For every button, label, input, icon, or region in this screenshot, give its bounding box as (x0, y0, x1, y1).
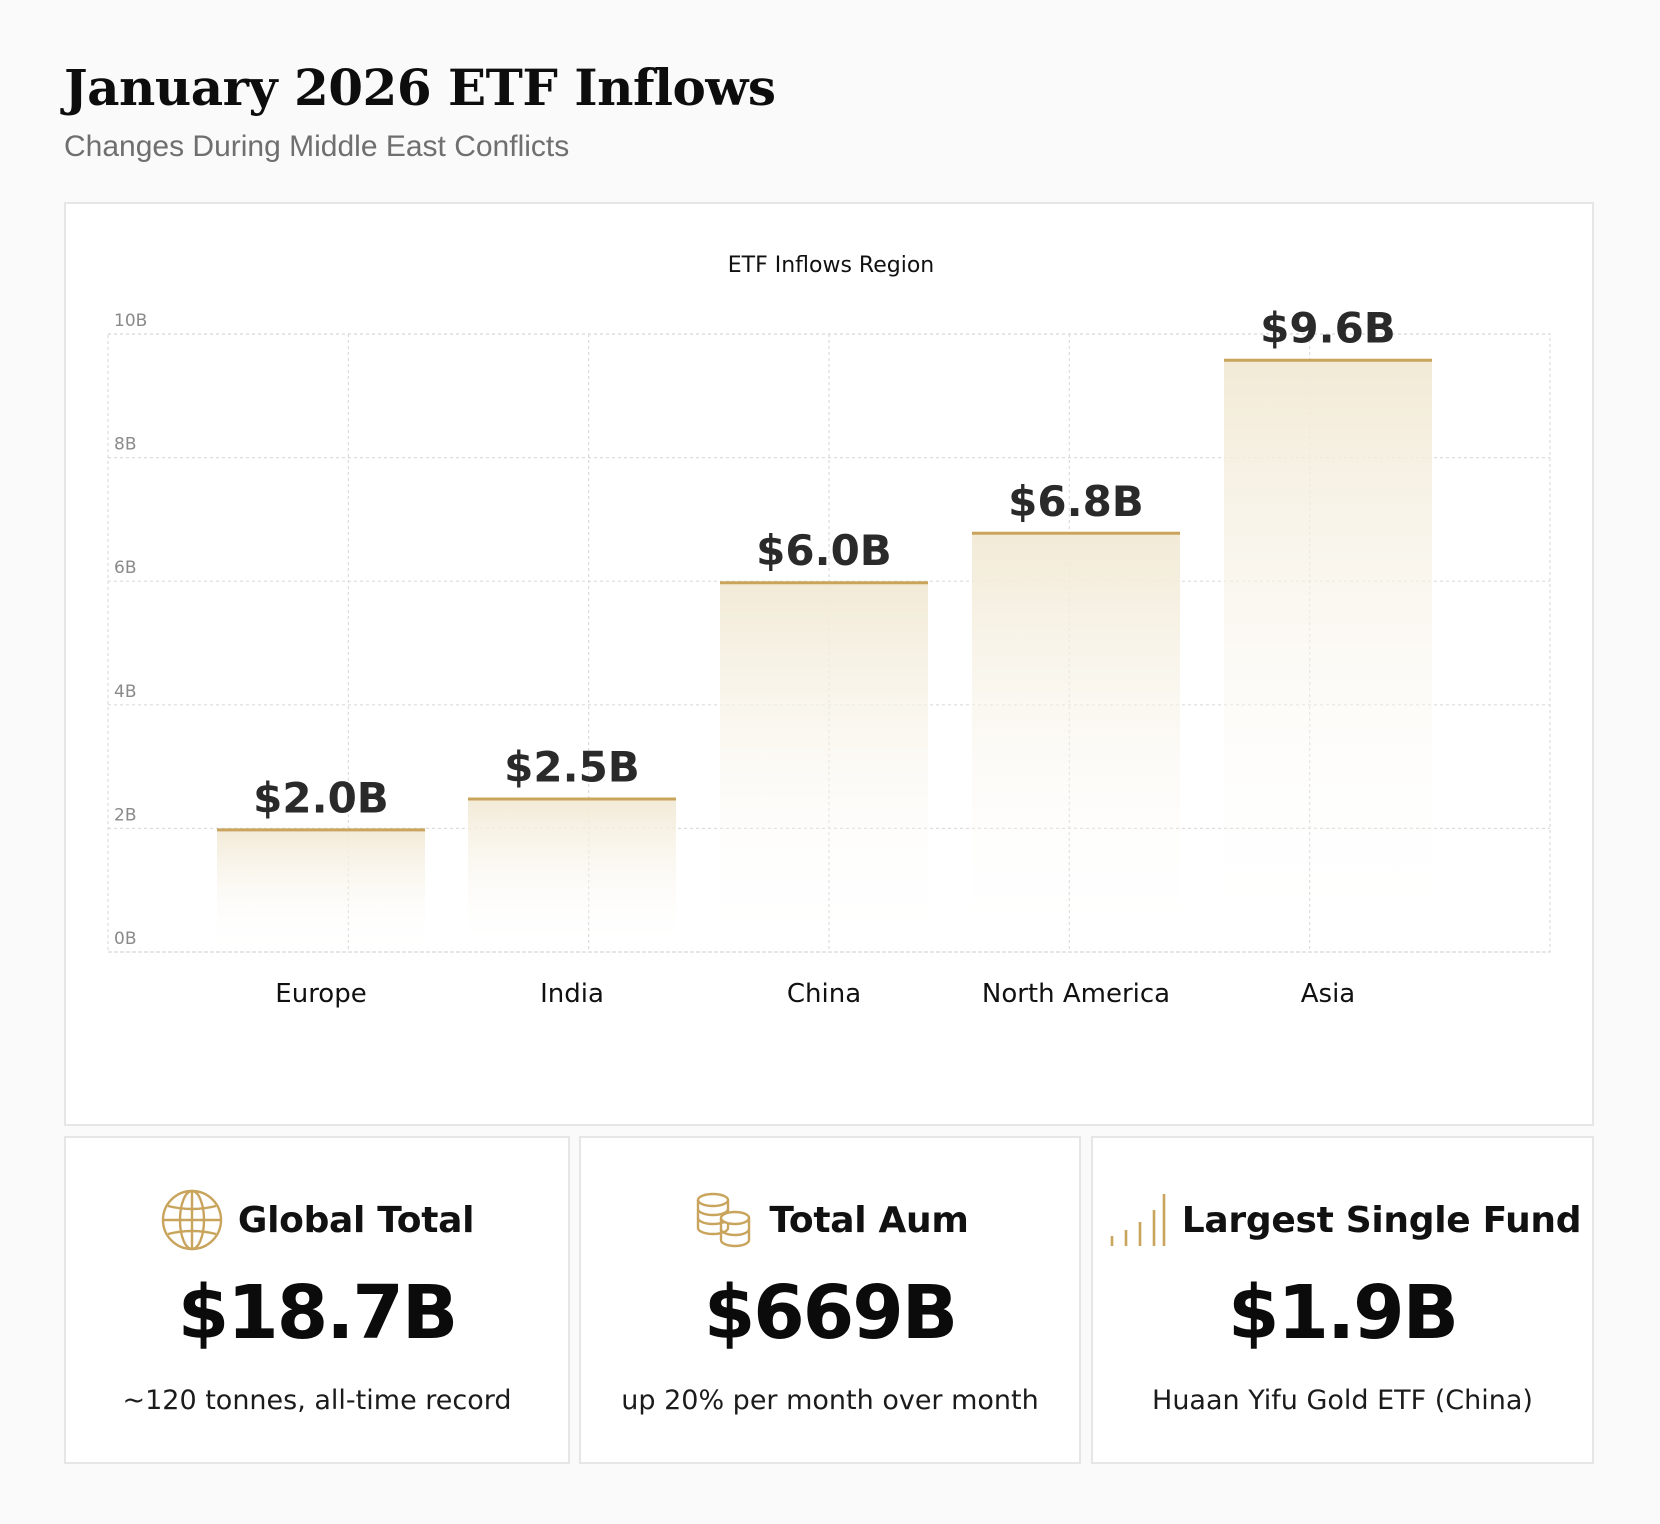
stat-header: Total Aum (581, 1184, 1079, 1256)
bar-value-label: $9.6B (1260, 304, 1396, 353)
y-tick-label: 0B (114, 929, 136, 949)
stat-card-largest-single-fund: Largest Single Fund $1.9B Huaan Yifu Gol… (1091, 1136, 1594, 1464)
bar-value-label: $2.5B (504, 743, 640, 792)
page-title: January 2026 ETF Inflows (64, 58, 776, 117)
page-subtitle: Changes During Middle East Conflicts (64, 130, 570, 163)
bar (468, 797, 676, 952)
y-tick-label: 8B (114, 435, 136, 455)
stat-header: Largest Single Fund (1093, 1184, 1592, 1256)
stat-value: $669B (703, 1270, 958, 1356)
x-category-label: India (540, 979, 604, 1009)
stat-note: up 20% per month over month (621, 1385, 1039, 1416)
bar (720, 581, 928, 952)
coins-icon (691, 1188, 755, 1252)
y-tick-label: 2B (114, 805, 136, 825)
x-category-label: Europe (275, 979, 366, 1009)
y-tick-label: 6B (114, 558, 136, 578)
label-layer: 0B 2B 4B 6B 8B 10B $2.0B Europe $2.5B India $6.0B C… (114, 304, 1396, 1009)
stat-note: ~120 tonnes, all-time record (122, 1385, 512, 1416)
stat-label: Total Aum (769, 1199, 969, 1241)
stat-header: Global Total (66, 1184, 568, 1256)
stat-label: Largest Single Fund (1181, 1199, 1582, 1241)
y-tick-label: 4B (114, 682, 136, 702)
globe-icon (160, 1188, 224, 1252)
stat-card-global-total: Global Total $18.7B ~120 tonnes, all-tim… (64, 1136, 570, 1464)
stat-note: Huaan Yifu Gold ETF (China) (1152, 1385, 1533, 1416)
bar-layer (217, 358, 1432, 953)
stat-label: Global Total (237, 1199, 475, 1241)
bar (972, 531, 1180, 952)
etf-inflows-bar-chart: ETF Inflows Region 0B 2B 4B 6B 8B 10B $2.0B Eur… (107, 253, 1551, 1009)
stat-value: $1.9B (1228, 1270, 1459, 1356)
chart-card: ETF Inflows Region 0B 2B 4B 6B 8B 10B $2.0B Eur… (64, 202, 1594, 1126)
bar-value-label: $6.0B (756, 526, 892, 575)
x-category-label: China (787, 979, 861, 1009)
x-category-label: North America (982, 979, 1170, 1009)
bar-value-label: $6.8B (1008, 477, 1144, 526)
stat-value: $18.7B (177, 1270, 458, 1356)
chart-title: ETF Inflows Region (728, 253, 935, 278)
x-category-label: Asia (1301, 979, 1356, 1009)
bar (1224, 358, 1432, 953)
stat-card-total-aum: Total Aum $669B up 20% per month over mo… (579, 1136, 1081, 1464)
bar (217, 828, 425, 952)
bar-value-label: $2.0B (253, 773, 389, 822)
bar-signal-icon (1104, 1188, 1168, 1252)
y-tick-label: 10B (114, 311, 147, 331)
